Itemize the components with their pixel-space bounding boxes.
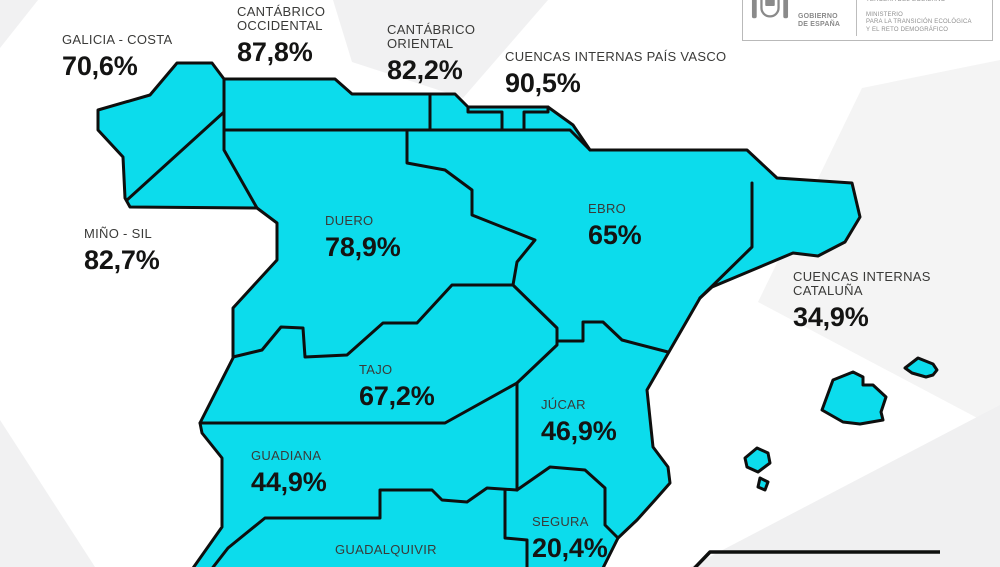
border-jucar-segura	[515, 465, 620, 540]
background-shard	[0, 0, 38, 48]
border-tajo-guadiana	[198, 381, 519, 425]
border-guadiana-guadalquivir	[211, 486, 519, 567]
background-shard	[690, 405, 1000, 567]
border-ebro-cataluna	[698, 181, 754, 300]
border-duero-ebro	[405, 128, 537, 287]
basin-label-duero: DUERO 78,9%	[325, 213, 401, 262]
basin-label-cataluna: CUENCAS INTERNAS CATALUÑA 34,9%	[793, 269, 931, 332]
peninsula-outline	[96, 61, 862, 567]
government-logo-box: GOBIERNO DE ESPAÑA TERCERA DEL GOBIERNO …	[742, 0, 993, 41]
basin-label-cantabrico-occidental: CANTÁBRICO OCCIDENTAL 87,8%	[237, 4, 326, 67]
border-duero-tajo	[231, 283, 515, 359]
island-mallorca	[820, 370, 888, 426]
island-ibiza	[743, 446, 772, 474]
background-shard	[0, 420, 95, 567]
island-formentera	[756, 476, 770, 492]
gobierno-text: GOBIERNO DE ESPAÑA	[798, 13, 841, 28]
spain-coat-of-arms-icon	[751, 0, 789, 19]
border-galicia-cantabrico	[222, 77, 259, 210]
border-pais-vasco	[466, 105, 550, 132]
basin-label-tajo: TAJO 67,2%	[359, 362, 435, 411]
island-menorca	[903, 356, 939, 379]
basin-label-cantabrico-oriental: CANTÁBRICO ORIENTAL 82,2%	[387, 22, 476, 85]
border-guadalquivir-segura	[503, 488, 529, 567]
background-shard	[333, 0, 548, 98]
inset-frame-line	[693, 550, 940, 567]
border-ebro-jucar	[555, 320, 670, 354]
gobierno-de-espana: GOBIERNO DE ESPAÑA	[743, 0, 856, 40]
basin-label-segura: SEGURA 20,4%	[532, 514, 608, 563]
border-tajo-jucar	[511, 283, 559, 492]
basin-label-mino-sil: MIÑO - SIL 82,7%	[84, 226, 160, 275]
logo-divider	[856, 0, 857, 36]
basin-label-guadiana: GUADIANA 44,9%	[251, 448, 327, 497]
basin-label-galicia-costa: GALICIA - COSTA 70,6%	[62, 32, 173, 81]
background-shard	[758, 60, 1000, 430]
basin-label-pais-vasco: CUENCAS INTERNAS PAÍS VASCO 90,5%	[505, 49, 727, 98]
basin-label-guadalquivir: GUADALQUIVIR	[335, 542, 437, 557]
basin-label-ebro: EBRO 65%	[588, 201, 642, 250]
border-cantabrico-south	[222, 128, 592, 152]
basin-label-jucar: JÚCAR 46,9%	[541, 397, 617, 446]
ministry-text: TERCERA DEL GOBIERNO MINISTERIO PARA LA …	[866, 0, 972, 33]
border-galicia-mino	[125, 110, 226, 202]
